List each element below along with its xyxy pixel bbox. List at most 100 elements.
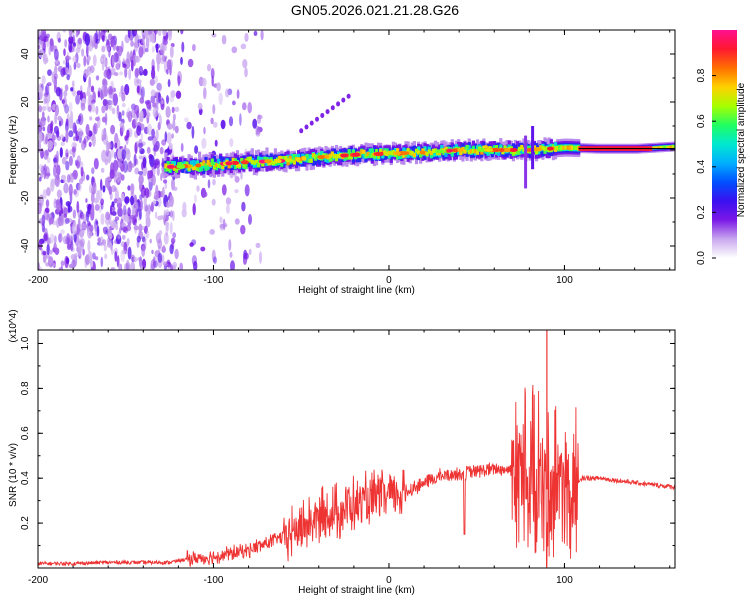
heatmap-noise-cell [78,216,81,228]
heatmap-noise-cell [211,75,214,87]
heatmap-noise-cell [212,178,216,186]
heatmap-noise-cell [75,47,81,54]
heatmap-noise-cell [166,132,172,144]
heatmap-noise-cell [107,85,113,95]
heatmap-noise-cell [58,120,62,127]
heatmap-ridge-cell [282,156,286,160]
heatmap-ridge-cell [425,152,429,157]
heatmap-ridge-cell [436,151,440,156]
heatmap-noise-cell [47,157,51,164]
heatmap-noise-cell [38,177,42,182]
heatmap-noise-cell [242,102,247,111]
heatmap-ridge-cell [301,157,305,167]
heatmap-noise-cell [85,124,90,137]
heatmap-noise-cell [181,208,187,218]
heatmap-noise-cell [89,255,92,267]
heatmap-noise-cell [101,54,106,59]
heatmap-ridge-cell [396,148,400,153]
heatmap-noise-cell [60,68,65,78]
heatmap-ridge-cell [469,149,473,154]
heatmap-ridge-cell [501,150,505,155]
heatmap-noise-cell [79,211,84,220]
heatmap-noise-cell [129,160,132,169]
heatmap-noise-cell [43,95,47,105]
heatmap-noise-cell [79,231,83,238]
heatmap-noise-cell [57,37,62,43]
heatmap-noise-cell [38,202,42,215]
heatmap-noise-cell [100,30,106,41]
heatmap-noise-cell [166,68,169,75]
heatmap-noise-cell [108,105,113,111]
heatmap-noise-cell [103,59,108,68]
heatmap-ridge-cell [655,146,659,149]
heatmap-ridge-cell [330,154,334,161]
heatmap-noise-cell [45,199,50,208]
heatmap-ridge-cell [172,161,176,167]
heatmap-ridge-cell [471,145,475,153]
heatmap-hotspot [503,148,511,152]
heatmap-noise-cell [121,92,126,102]
heatmap-ridge-cell [412,153,416,158]
heatmap-noise-cell [48,256,54,268]
heatmap-noise-cell [143,195,147,207]
heatmap-noise-cell [239,113,242,126]
heatmap-noise-cell [150,89,156,97]
heatmap-noise-cell [138,174,144,185]
heatmap-ridge-cell [516,149,520,154]
heatmap-noise-cell [211,33,217,38]
heatmap-noise-cell [86,211,89,223]
heatmap-noise-cell [79,237,85,247]
heatmap-ridge-cell [558,145,562,151]
heatmap-noise-cell [59,89,63,101]
heatmap-noise-cell [104,253,108,260]
heatmap-noise-cell [68,45,73,52]
heatmap-ridge-cell [164,166,168,172]
heatmap-noise-cell [49,233,55,244]
heatmap-ridge-cell [263,156,267,161]
heatmap-noise-cell [252,118,258,129]
heatmap-noise-cell [145,210,150,222]
heatmap-noise-cell [113,52,119,63]
heatmap-noise-cell [70,254,77,260]
heatmap-noise-cell [214,139,218,147]
heatmap-noise-cell [201,77,207,87]
heatmap-noise-cell [209,229,215,235]
heatmap-noise-cell [122,58,126,64]
heatmap-noise-cell [38,240,43,251]
heatmap-noise-cell [170,90,176,98]
y-tick-label: 20 [20,96,31,108]
heatmap-noise-cell [71,80,75,88]
heatmap-noise-cell [127,246,132,260]
heatmap-ridge-cell [659,146,663,149]
heatmap-noise-cell [90,85,95,93]
heatmap-noise-cell [73,189,77,195]
heatmap-noise-cell [162,30,167,37]
heatmap-noise-cell [139,82,142,96]
heatmap-noise-cell [244,67,248,78]
heatmap-noise-cell [86,69,92,76]
heatmap-noise-cell [56,150,59,164]
heatmap-noise-cell [109,100,115,106]
heatmap-ridge-cell [564,145,568,150]
heatmap-noise-cell [127,30,131,39]
heatmap-noise-cell [253,30,258,36]
heatmap-noise-cell [45,149,50,157]
heatmap-ridge-cell [231,157,235,163]
heatmap-noise-cell [163,209,166,221]
heatmap-noise-cell [45,83,50,96]
heatmap-noise-cell [136,125,142,136]
heatmap-noise-cell [46,187,51,197]
heatmap-ridge-cell [174,166,179,172]
heatmap-ridge-cell [195,165,200,172]
heatmap-noise-cell [150,31,156,44]
heatmap-hotspot [275,159,282,163]
heatmap-noise-cell [107,45,112,53]
heatmap-ridge-cell [486,149,490,156]
heatmap-noise-cell [191,239,197,246]
heatmap-ridge-cell [511,150,515,155]
heatmap-noise-cell [154,142,160,152]
heatmap-noise-cell [54,48,59,61]
heatmap-noise-cell [65,129,69,143]
heatmap-hotspot [166,164,175,169]
colorbar [712,30,737,258]
